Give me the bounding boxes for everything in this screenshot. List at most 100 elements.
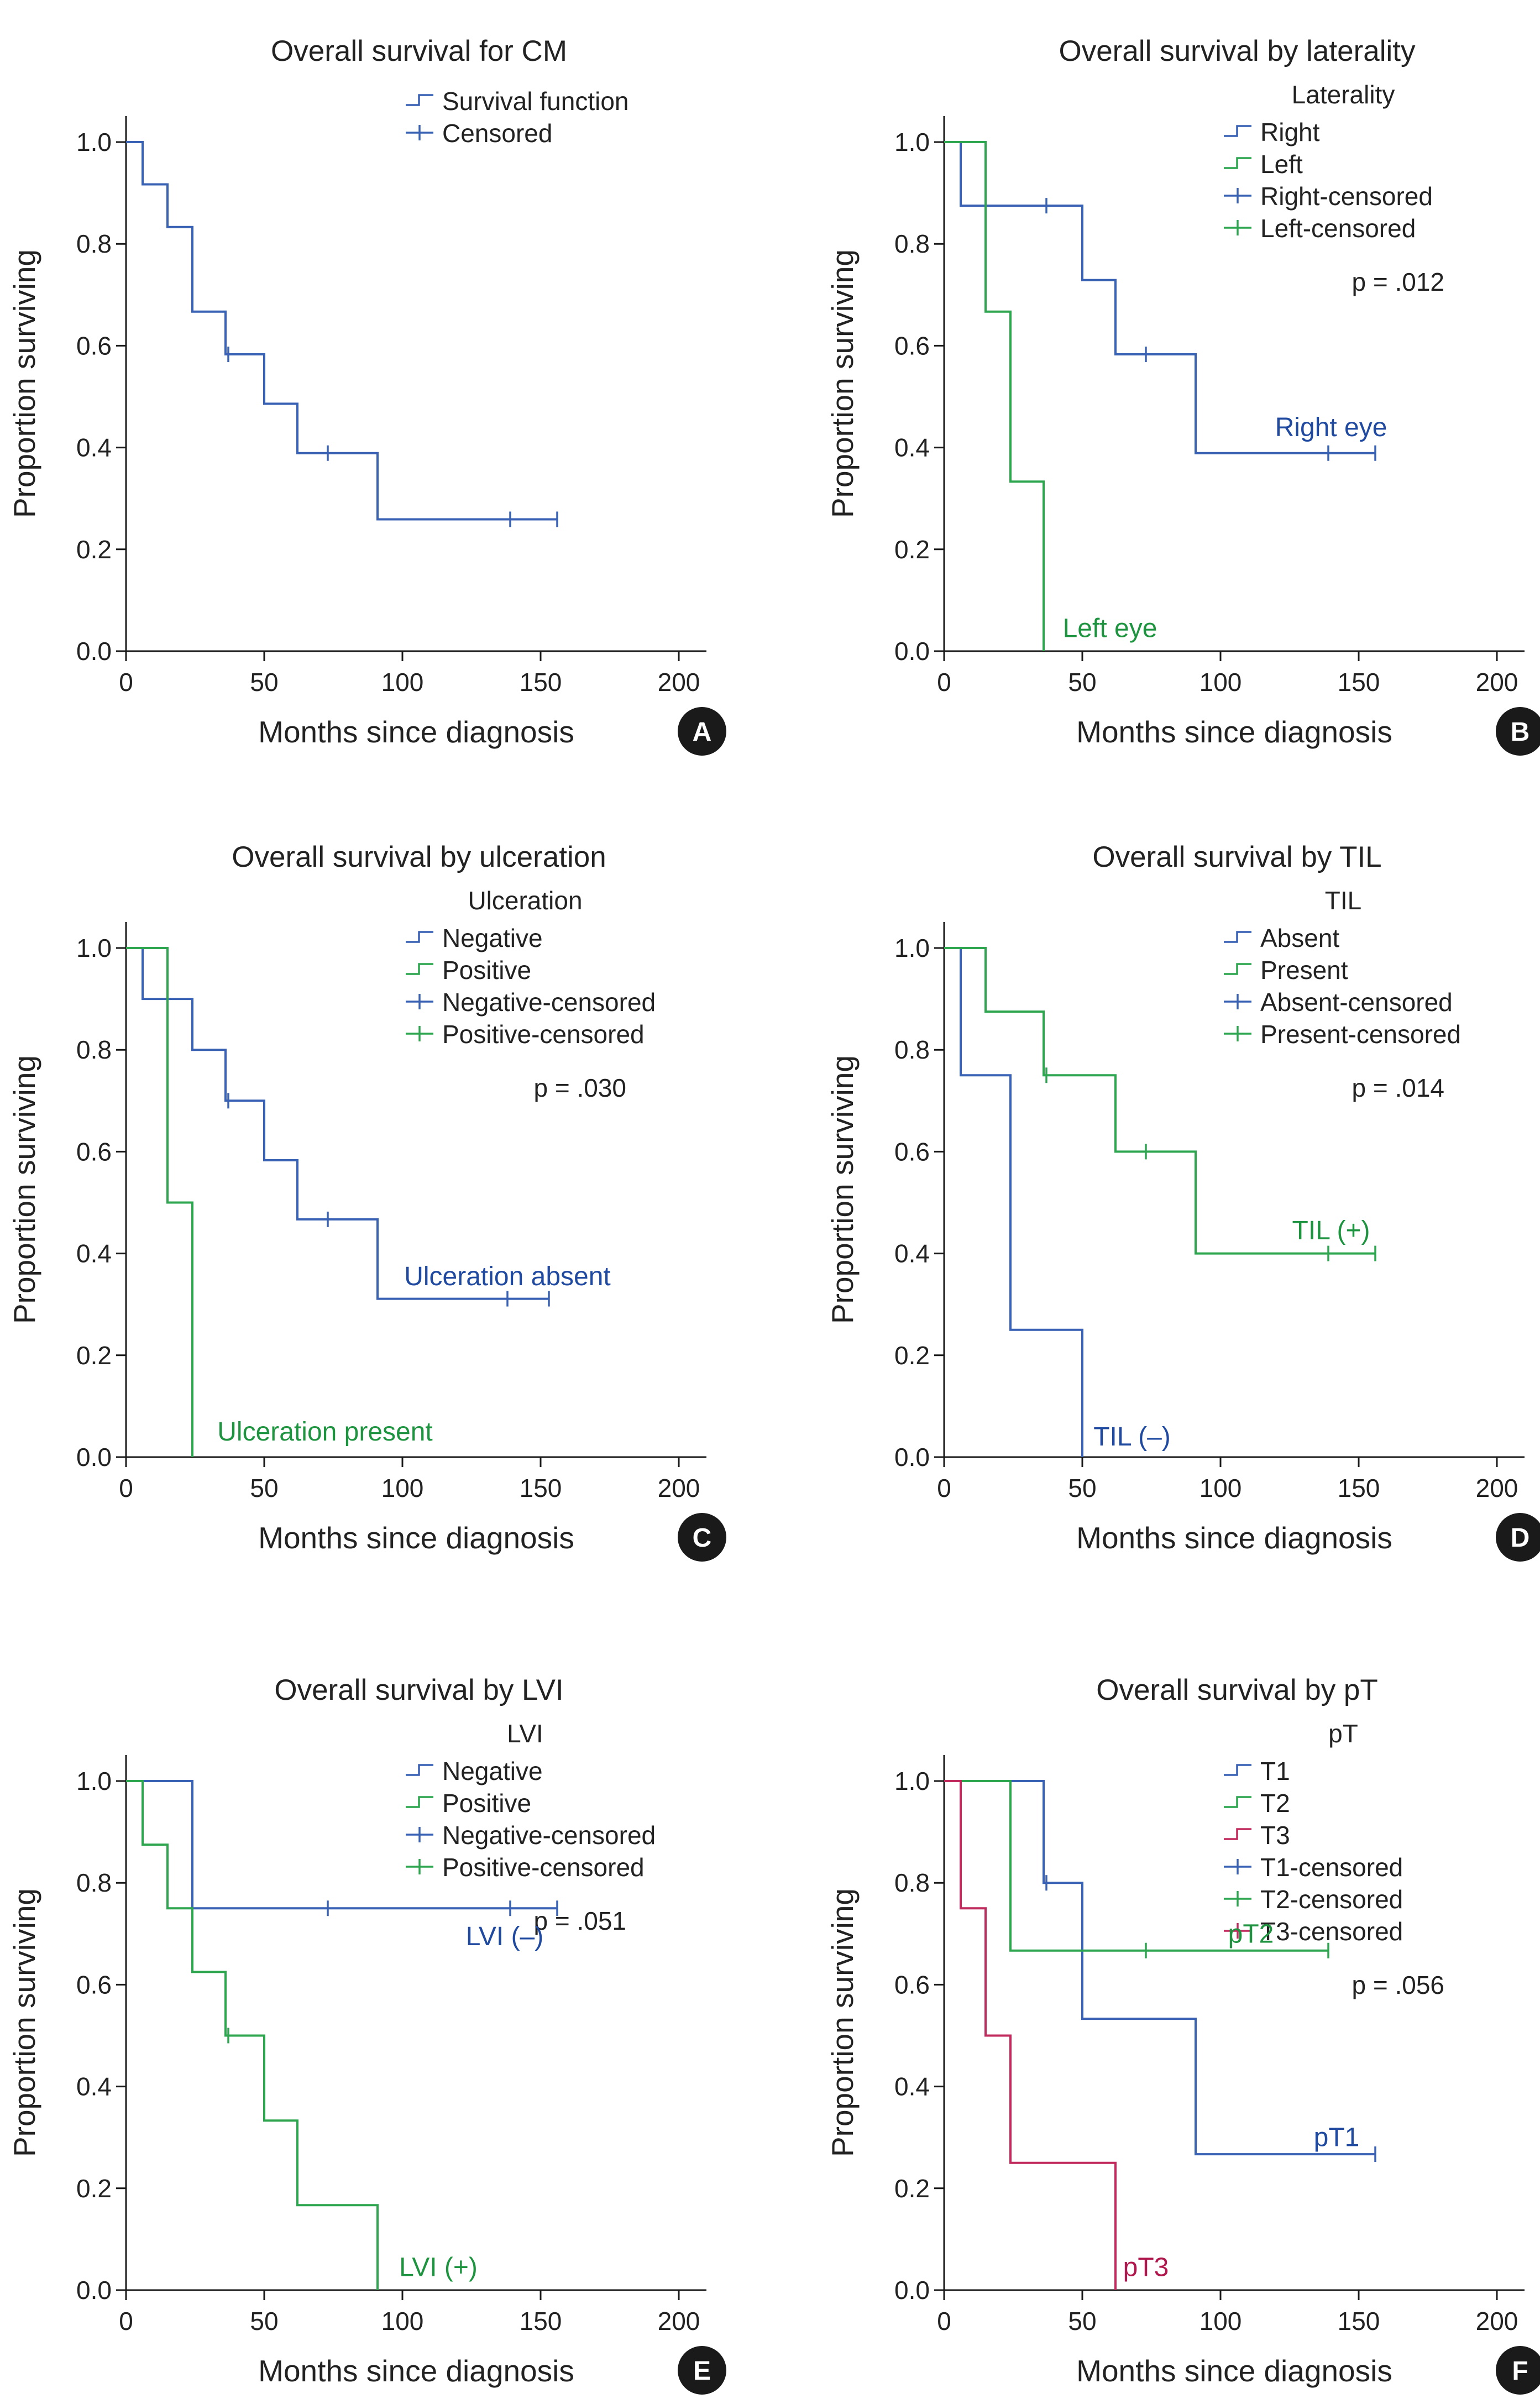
legend-label: T3	[1260, 1821, 1290, 1850]
chart-title: Overall survival for CM	[271, 35, 567, 67]
y-axis-label: Proportion surviving	[825, 1055, 860, 1324]
y-tick-label: 0.8	[76, 1035, 112, 1064]
curve-annotation: Ulceration present	[217, 1417, 433, 1447]
curve-annotation: LVI (–)	[466, 1922, 543, 1951]
legend-swatch-step	[1224, 1796, 1251, 1808]
legend-swatch-step	[406, 931, 433, 943]
p-value: p = .030	[533, 1073, 626, 1102]
km-curve-negative	[126, 1780, 557, 1910]
legend-label: Positive-censored	[442, 1853, 645, 1882]
x-tick-label: 100	[381, 2307, 424, 2335]
y-tick-label: 1.0	[76, 1767, 112, 1795]
y-tick-label: 0.2	[76, 535, 112, 564]
curve-annotation: TIL (+)	[1292, 1216, 1370, 1245]
panel-letter: C	[693, 1523, 712, 1553]
legend-swatch-step	[1224, 157, 1251, 169]
x-tick-label: 50	[250, 1474, 278, 1502]
panel-badge	[678, 707, 726, 756]
legend-swatch-step	[1224, 1764, 1251, 1776]
legend-label: T1	[1260, 1757, 1290, 1785]
legend-label: Negative	[442, 1757, 543, 1785]
x-tick-label: 200	[1476, 668, 1518, 696]
curve-annotation: LVI (+)	[399, 2253, 478, 2282]
y-tick-label: 0.0	[76, 1443, 112, 1471]
x-tick-label: 150	[1338, 2307, 1380, 2335]
panel-badge	[678, 2346, 726, 2395]
panel-badge	[1496, 1513, 1540, 1562]
legend-label: Negative-censored	[442, 1821, 656, 1850]
panel-c: Overall survival by ulceration 0.0 0.2 0.4 0…	[7, 841, 726, 1562]
x-tick-label: 0	[937, 668, 951, 696]
panel-badge	[1496, 707, 1540, 756]
y-tick-label: 0.8	[894, 1868, 930, 1897]
x-axis-label: Months since diagnosis	[1076, 715, 1392, 749]
legend-swatch-step	[1224, 125, 1251, 137]
y-tick-label: 0.0	[76, 2276, 112, 2305]
y-tick-label: 1.0	[894, 934, 930, 962]
panel-letter: A	[693, 717, 712, 747]
x-axis-label: Months since diagnosis	[258, 1521, 574, 1555]
y-tick-label: 0.2	[894, 2174, 930, 2203]
km-curve-t2	[944, 1780, 1328, 1952]
y-tick-label: 0.4	[76, 2072, 112, 2101]
x-tick-label: 150	[520, 668, 562, 696]
chart-title: Overall survival by LVI	[274, 1674, 563, 1706]
curve-annotation: Left eye	[1063, 614, 1157, 643]
legend-label: Present	[1260, 956, 1348, 984]
y-axis-label: Proportion surviving	[825, 249, 860, 518]
legend-title: LVI	[507, 1719, 543, 1748]
legend-label: Left	[1260, 150, 1303, 179]
chart-title: Overall survival by ulceration	[232, 841, 606, 873]
legend-label: T1-censored	[1260, 1853, 1403, 1882]
km-curve-t3	[944, 1780, 1117, 2290]
legend-label: Left-censored	[1260, 214, 1416, 243]
y-axis-label: Proportion surviving	[825, 1888, 860, 2157]
y-tick-label: 0.8	[76, 229, 112, 258]
legend-label: T2	[1260, 1789, 1290, 1818]
legend-label: T3-censored	[1260, 1917, 1403, 1946]
y-tick-label: 0.4	[894, 1239, 930, 1268]
legend-title: Laterality	[1292, 80, 1395, 109]
legend-label: Absent-censored	[1260, 988, 1453, 1017]
legend-swatch-step	[406, 94, 433, 106]
x-axis-label: Months since diagnosis	[1076, 1521, 1392, 1555]
km-curve-left	[944, 141, 1045, 651]
curve-annotation: Right eye	[1275, 413, 1387, 442]
x-tick-label: 0	[119, 668, 133, 696]
legend-title: pT	[1328, 1719, 1358, 1748]
km-curve-t1	[944, 1780, 1375, 2156]
legend-label: Negative	[442, 924, 543, 952]
chart-title: Overall survival by TIL	[1092, 841, 1381, 873]
y-tick-label: 0.6	[894, 1970, 930, 1999]
km-curve-positive	[126, 947, 193, 1457]
x-tick-label: 150	[1338, 1474, 1380, 1502]
panel-d: Overall survival by TIL 0.0 0.2 0.4 0.6 0.8 1.…	[825, 841, 1540, 1562]
legend-label: Positive	[442, 1789, 531, 1818]
y-axis-label: Proportion surviving	[7, 249, 41, 518]
y-tick-label: 1.0	[894, 128, 930, 156]
legend-label: Right-censored	[1260, 182, 1433, 211]
x-tick-label: 0	[937, 2307, 951, 2335]
y-tick-label: 0.2	[894, 1341, 930, 1370]
y-tick-label: 0.6	[76, 1970, 112, 1999]
y-tick-label: 0.2	[894, 535, 930, 564]
panel-letter: E	[693, 2356, 711, 2386]
y-tick-label: 0.6	[76, 331, 112, 360]
x-tick-label: 50	[1068, 668, 1096, 696]
km-curve-right	[944, 141, 1375, 454]
panel-badge	[678, 1513, 726, 1562]
x-tick-label: 150	[520, 2307, 562, 2335]
curve-annotation: pT1	[1314, 2123, 1360, 2152]
legend-label: Absent	[1260, 924, 1339, 952]
legend-title: Ulceration	[468, 886, 582, 915]
p-value: p = .051	[533, 1907, 626, 1935]
panel-f: Overall survival by pT 0.0 0.2 0.4 0.6 0.8 1.0…	[825, 1674, 1540, 2395]
x-tick-label: 0	[937, 1474, 951, 1502]
x-tick-label: 100	[1199, 668, 1242, 696]
x-tick-label: 100	[381, 1474, 424, 1502]
legend-swatch-step	[406, 1764, 433, 1776]
km-curve-negative	[126, 947, 549, 1300]
panel-e: Overall survival by LVI 0.0 0.2 0.4 0.6 0.8 1.…	[7, 1674, 726, 2395]
y-tick-label: 0.8	[894, 1035, 930, 1064]
x-tick-label: 200	[658, 1474, 700, 1502]
